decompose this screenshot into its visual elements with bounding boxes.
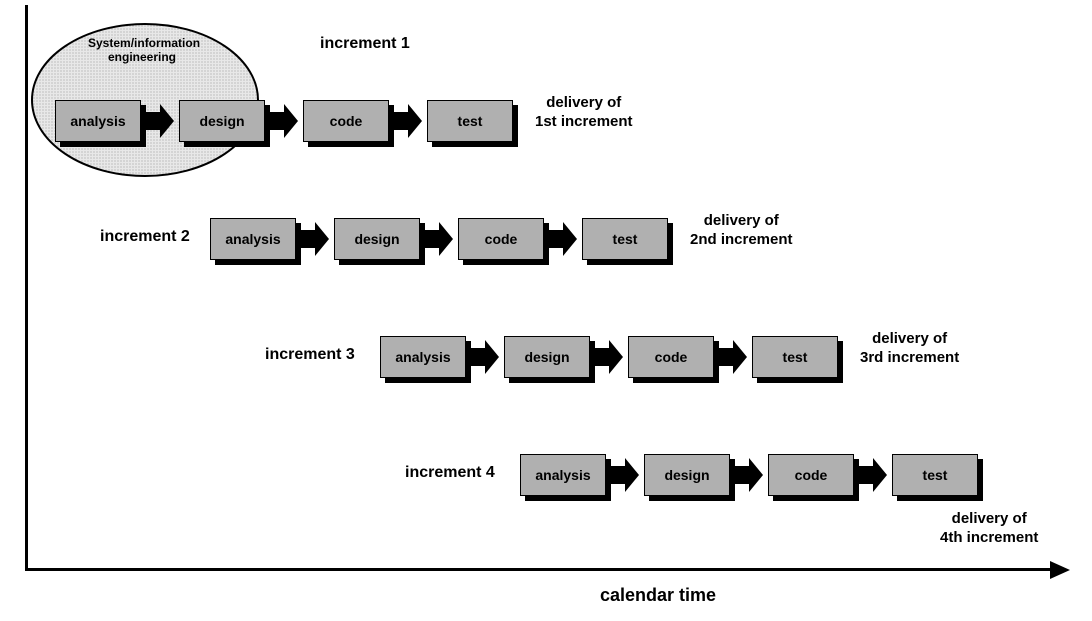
stage-box-label: code — [458, 218, 544, 260]
increment-label: increment 3 — [265, 346, 355, 364]
stage-box: design — [179, 100, 265, 142]
stage-box: test — [752, 336, 838, 378]
stage-box: code — [303, 100, 389, 142]
delivery-label: delivery of4th increment — [940, 510, 1038, 548]
flow-arrow-icon — [859, 458, 887, 492]
flow-arrow-icon — [549, 222, 577, 256]
stage-box: analysis — [380, 336, 466, 378]
increment-label: increment 2 — [100, 228, 190, 246]
flow-arrow-icon — [471, 340, 499, 374]
flow-arrow-icon — [146, 104, 174, 138]
delivery-label: delivery of2nd increment — [690, 212, 793, 250]
stage-box: analysis — [210, 218, 296, 260]
stage-box-label: test — [892, 454, 978, 496]
stage-box-label: code — [628, 336, 714, 378]
stage-box: test — [427, 100, 513, 142]
axis-label: calendar time — [600, 585, 716, 606]
stage-box-label: analysis — [520, 454, 606, 496]
increment-label: increment 1 — [320, 35, 410, 53]
stage-box-label: test — [427, 100, 513, 142]
flow-arrow-icon — [301, 222, 329, 256]
stage-box: design — [644, 454, 730, 496]
stage-box-label: analysis — [380, 336, 466, 378]
increment-label: increment 4 — [405, 464, 495, 482]
stage-box: analysis — [55, 100, 141, 142]
stage-box-label: design — [334, 218, 420, 260]
stage-box-label: design — [179, 100, 265, 142]
delivery-label: delivery of1st increment — [535, 94, 633, 132]
flow-arrow-icon — [595, 340, 623, 374]
stage-box: analysis — [520, 454, 606, 496]
stage-box-label: analysis — [55, 100, 141, 142]
stage-box-label: test — [752, 336, 838, 378]
flow-arrow-icon — [394, 104, 422, 138]
stage-box: test — [892, 454, 978, 496]
flow-arrow-icon — [719, 340, 747, 374]
stage-box: design — [334, 218, 420, 260]
flow-arrow-icon — [270, 104, 298, 138]
ellipse-title-line2: engineering — [108, 50, 176, 64]
stage-box-label: analysis — [210, 218, 296, 260]
y-axis — [25, 5, 28, 570]
stage-box-label: code — [303, 100, 389, 142]
flow-arrow-icon — [735, 458, 763, 492]
stage-box: code — [628, 336, 714, 378]
stage-box: code — [458, 218, 544, 260]
stage-box: design — [504, 336, 590, 378]
x-axis — [25, 568, 1055, 571]
stage-box: test — [582, 218, 668, 260]
x-axis-arrowhead — [1050, 561, 1070, 579]
stage-box-label: design — [644, 454, 730, 496]
flow-arrow-icon — [611, 458, 639, 492]
stage-box-label: test — [582, 218, 668, 260]
delivery-label: delivery of3rd increment — [860, 330, 959, 368]
stage-box: code — [768, 454, 854, 496]
stage-box-label: design — [504, 336, 590, 378]
flow-arrow-icon — [425, 222, 453, 256]
ellipse-title-line1: System/information — [88, 36, 200, 50]
stage-box-label: code — [768, 454, 854, 496]
